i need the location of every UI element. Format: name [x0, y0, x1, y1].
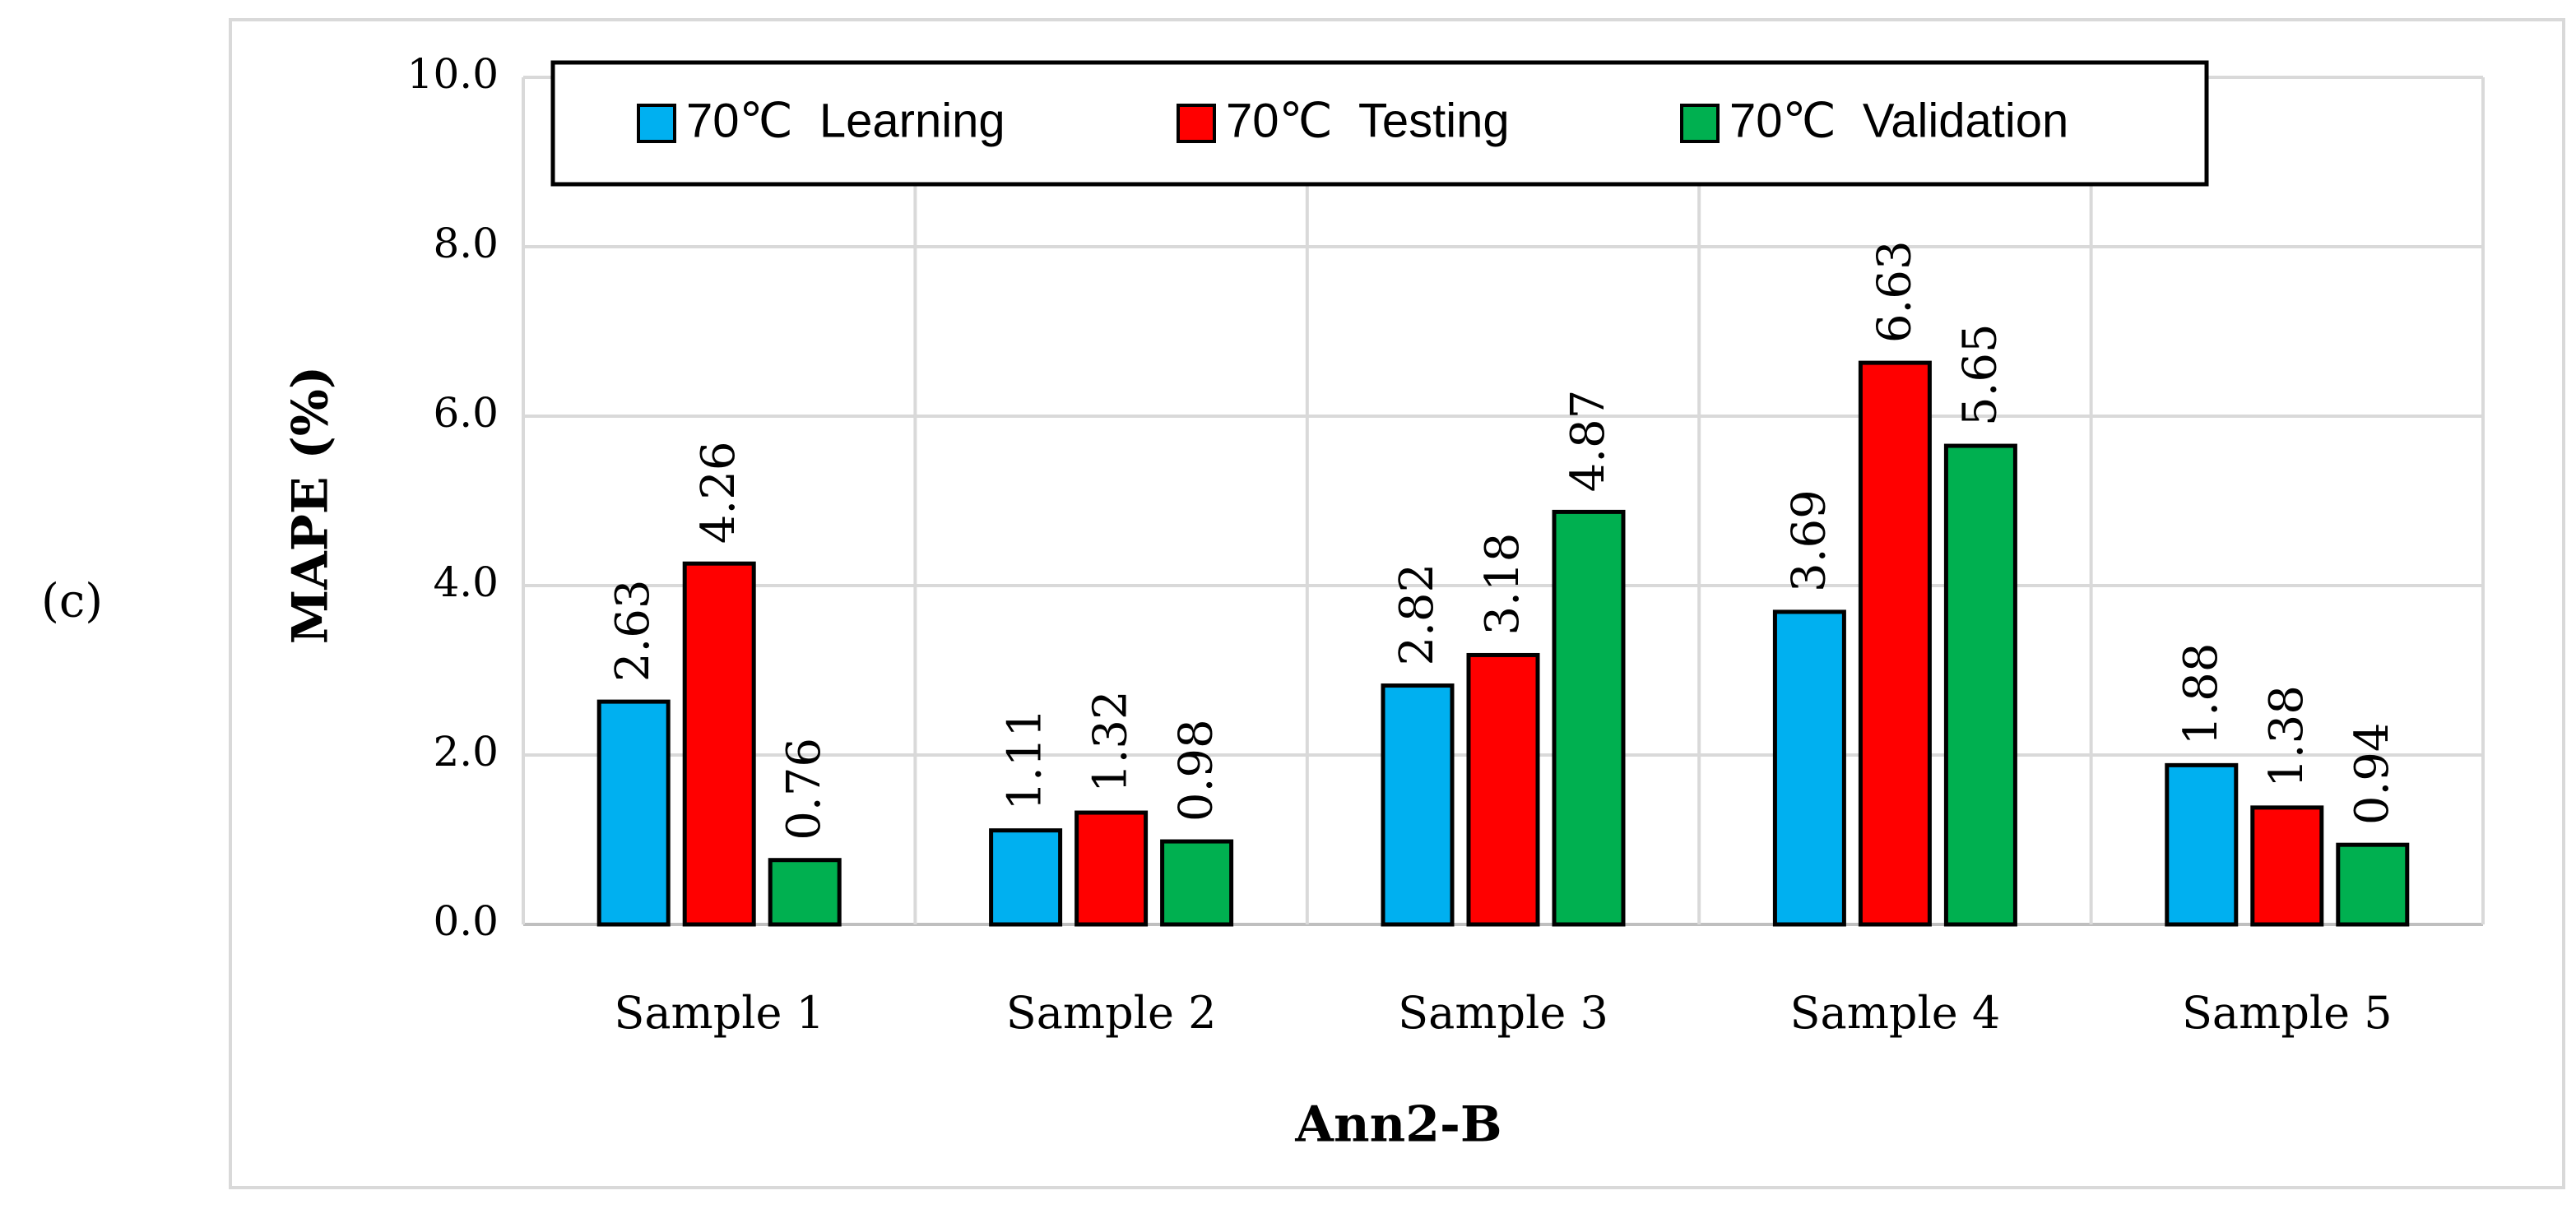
- data-label: 5.65: [1953, 323, 2007, 426]
- x-tick-label: Sample 3: [1398, 987, 1608, 1039]
- y-tick-label: 10.0: [407, 50, 499, 98]
- data-label: 0.94: [2346, 722, 2399, 825]
- y-tick-label: 8.0: [433, 220, 499, 267]
- data-label: 2.63: [606, 579, 660, 682]
- bars: [596, 360, 2410, 927]
- panel-label: (c): [41, 575, 103, 628]
- bar: [1160, 839, 1234, 927]
- bar: [989, 828, 1063, 927]
- legend-swatch: [1177, 104, 1216, 143]
- data-label: 1.88: [2175, 643, 2228, 746]
- x-tick-label: Sample 5: [2182, 987, 2393, 1039]
- y-axis-title: MAPE (%): [282, 366, 340, 645]
- legend: 70℃ Learning 70℃ Testing 70℃ Validation: [550, 60, 2209, 187]
- legend-label: 70℃ Testing: [1226, 94, 1510, 147]
- x-tick-label: Sample 2: [1006, 987, 1217, 1039]
- bar: [1466, 652, 1540, 927]
- data-label: 0.76: [777, 738, 831, 841]
- data-label: 1.32: [1084, 690, 1138, 793]
- x-axis-title: Ann2-B: [1294, 1096, 1502, 1154]
- bar: [1074, 810, 1149, 927]
- bar: [2336, 842, 2410, 927]
- y-axis-ticks: 0.0 2.0 4.0 6.0 8.0 10.0: [407, 50, 499, 945]
- data-label: 3.69: [1782, 489, 1836, 592]
- bar: [1943, 443, 2017, 927]
- y-tick-label: 0.0: [433, 897, 499, 945]
- bar: [1381, 683, 1455, 927]
- x-tick-label: Sample 4: [1790, 987, 2001, 1039]
- legend-label: 70℃ Validation: [1729, 94, 2068, 147]
- data-label: 2.82: [1390, 563, 1444, 666]
- legend-label: 70℃ Learning: [686, 94, 1005, 147]
- data-labels: 2.63 4.26 0.76 1.11 1.32 0.98 2.82 3.18 4.87 3.69…: [606, 240, 2399, 840]
- bar: [1858, 360, 1932, 927]
- chart-frame: [229, 18, 2565, 1189]
- legend-swatch: [637, 104, 676, 143]
- y-tick-label: 4.0: [433, 558, 499, 606]
- data-label: 4.26: [692, 442, 745, 544]
- y-tick-label: 6.0: [433, 389, 499, 437]
- x-axis-ticks: Sample 1 Sample 2 Sample 3 Sample 4 Sample 5: [614, 987, 2392, 1039]
- bar: [768, 858, 842, 927]
- legend-swatch: [1680, 104, 1720, 143]
- bar: [1772, 609, 1846, 927]
- data-label: 3.18: [1476, 533, 1529, 636]
- bar: [2250, 805, 2324, 927]
- x-tick-label: Sample 1: [614, 987, 824, 1039]
- y-tick-label: 2.0: [433, 728, 499, 776]
- legend-box: [550, 60, 2209, 187]
- data-label: 6.63: [1868, 240, 1921, 343]
- data-label: 1.11: [999, 708, 1052, 811]
- bar: [682, 561, 756, 927]
- bar: [596, 699, 671, 927]
- bar: [2165, 762, 2239, 927]
- bar: [1552, 509, 1626, 927]
- data-label: 1.38: [2260, 685, 2314, 788]
- data-label: 0.98: [1170, 719, 1223, 822]
- data-label: 4.87: [1562, 390, 1615, 493]
